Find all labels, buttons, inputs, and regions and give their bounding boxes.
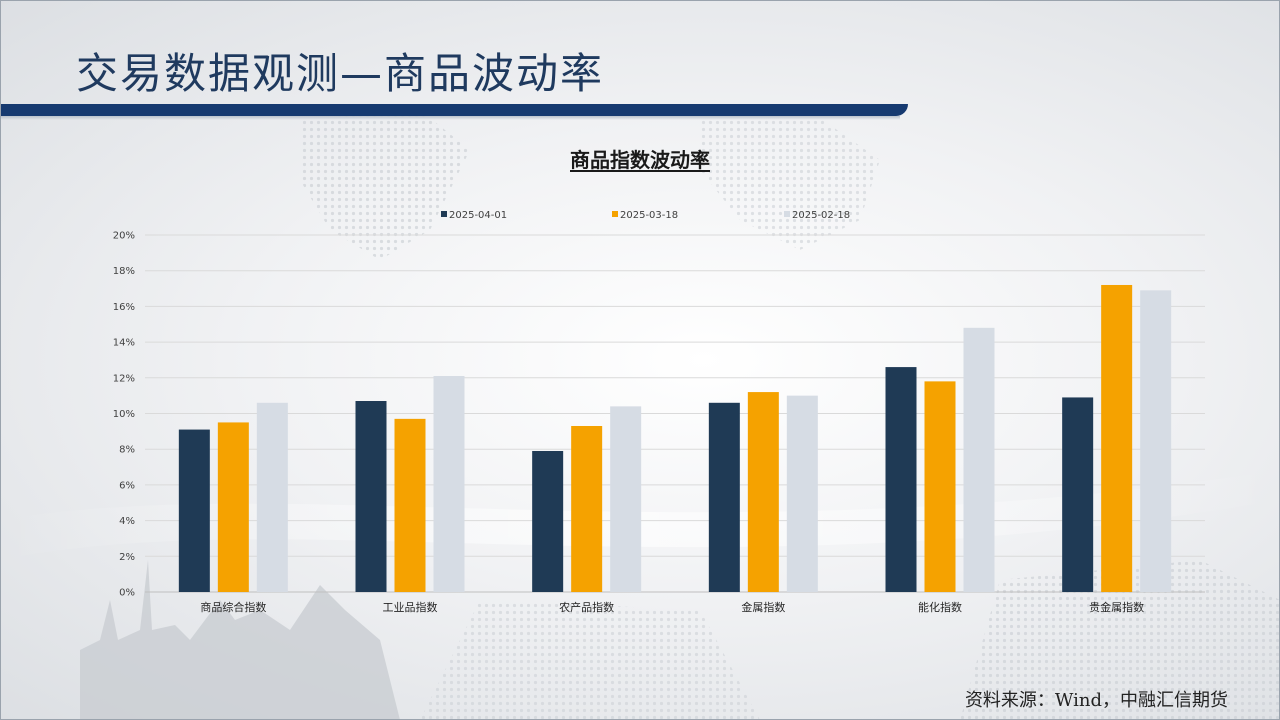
y-tick-label: 20% [113,231,135,242]
bar [532,450,564,592]
x-tick-label: 农产品指数 [559,600,614,614]
y-tick-label: 14% [113,338,135,349]
x-tick-label: 贵金属指数 [1089,600,1144,614]
y-tick-label: 10% [113,409,135,420]
y-tick-label: 18% [113,266,135,277]
x-tick-label: 商品综合指数 [200,600,266,614]
y-tick-label: 16% [113,302,135,313]
world-map-dots [420,600,760,720]
bar [1062,397,1094,592]
y-tick-label: 8% [119,445,135,456]
bar [217,422,249,592]
x-tick-label: 工业品指数 [383,600,438,614]
bar [924,381,956,592]
city-skyline [80,560,400,720]
bar [394,418,426,592]
y-tick-label: 2% [119,552,135,563]
legend-label: 2025-03-18 [620,210,678,221]
bar [256,402,288,592]
source-note: 资料来源：Wind，中融汇信期货 [964,690,1228,711]
y-tick-label: 0% [119,588,135,599]
bar [610,406,642,592]
bar [1101,284,1133,592]
bar [747,392,779,592]
y-tick-label: 6% [119,480,135,491]
world-map-dots [300,110,470,260]
bar [1140,290,1172,592]
y-tick-label: 12% [113,373,135,384]
world-map-dots [960,560,1280,720]
bar [433,376,465,592]
bar [571,425,603,592]
chart-title: 商品指数波动率 [570,148,710,172]
legend-label: 2025-02-18 [792,210,850,221]
bar [786,395,818,592]
x-tick-label: 金属指数 [741,600,785,614]
bar [963,327,995,592]
world-map-dots [700,118,880,250]
x-tick-label: 能化指数 [918,600,962,614]
page-title: 交易数据观测—商品波动率 [76,49,605,98]
bar [355,401,387,592]
legend-swatch [784,211,790,217]
title-bar [0,104,908,116]
bar [178,429,210,592]
legend-swatch [441,211,447,217]
legend-label: 2025-04-01 [449,210,507,221]
title-bar-shadow [0,116,900,120]
bar [708,402,740,592]
legend-swatch [612,211,618,217]
y-tick-label: 4% [119,516,135,527]
bar [885,367,917,592]
